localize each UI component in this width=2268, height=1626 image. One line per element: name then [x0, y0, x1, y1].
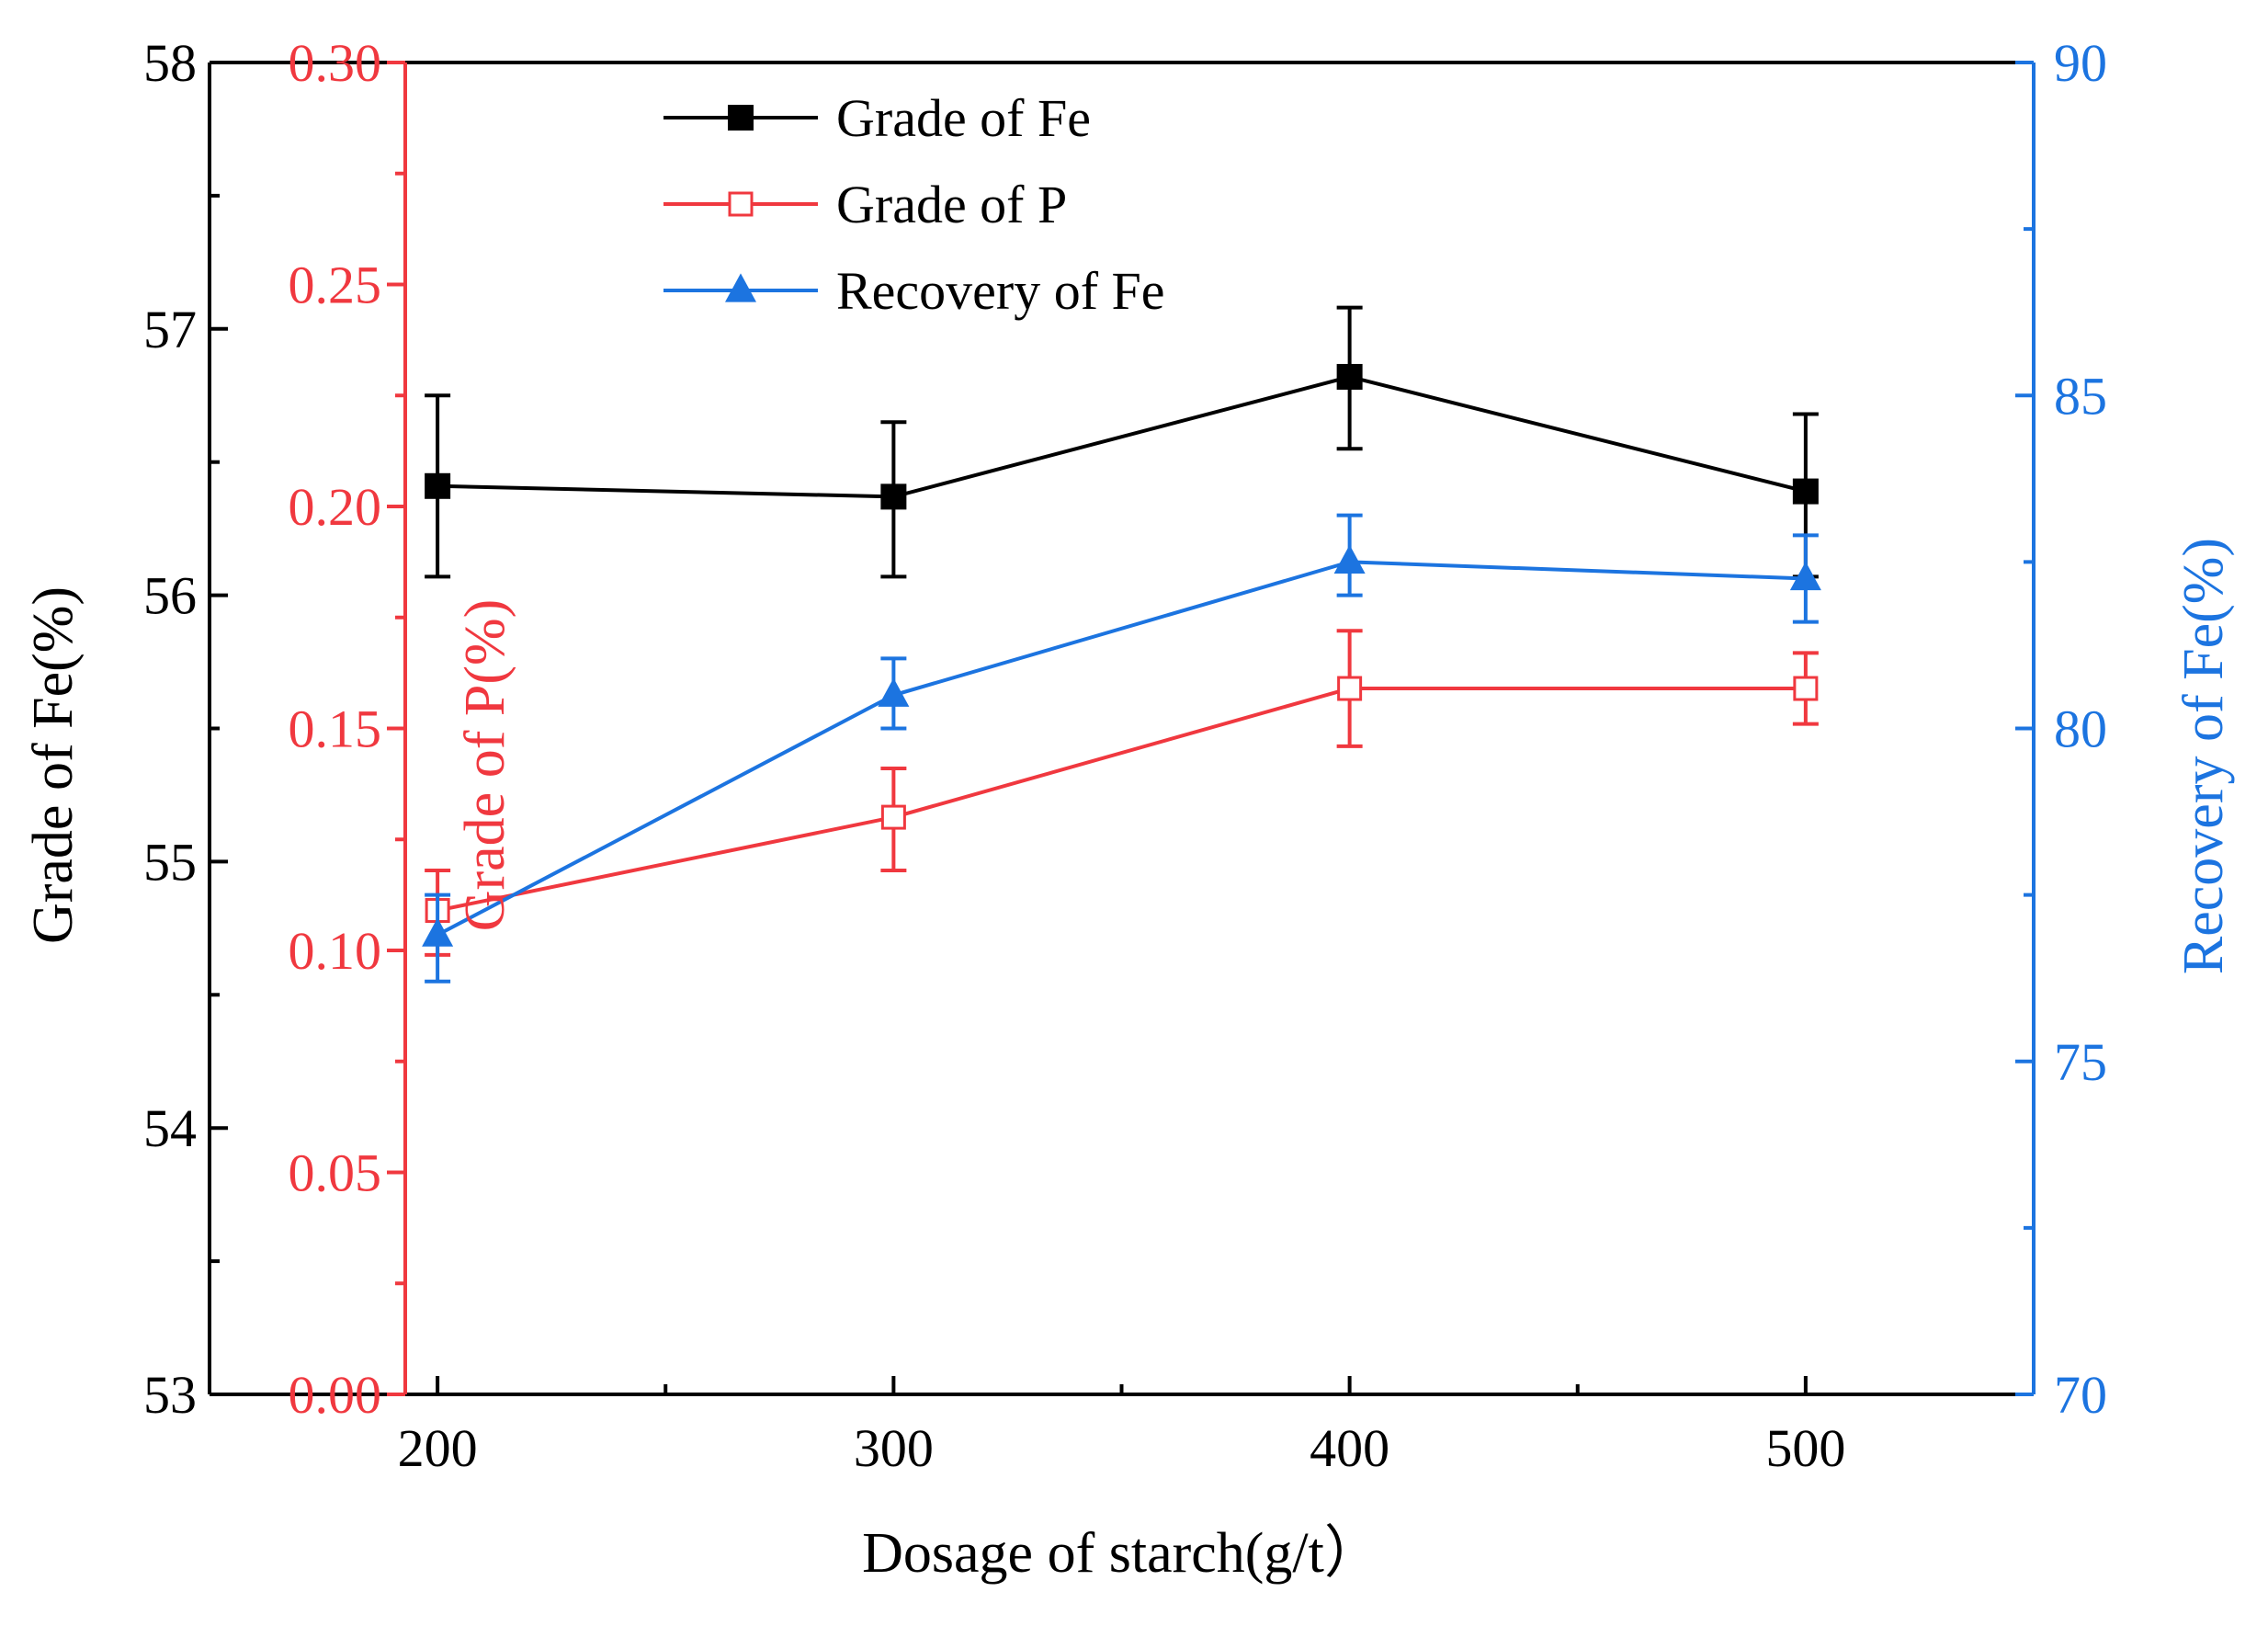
x-tick-label: 300 — [854, 1418, 934, 1478]
legend-item-fe_grade: Grade of Fe — [663, 88, 1091, 148]
series-fe_recovery — [422, 513, 1821, 984]
series-fe_grade — [425, 305, 1819, 579]
y-tick-label-fe-recovery: 75 — [2054, 1032, 2107, 1092]
y-axis-title-fe-grade: Grade of Fe(%) — [22, 586, 85, 944]
x-tick-label: 500 — [1765, 1418, 1845, 1478]
axes-group: 200 300 400 500 53 54 55 56 57 58 0.00 0.05 0.10 0.15… — [143, 33, 2107, 1478]
series-line-fe_grade — [437, 374, 1807, 499]
y-tick-label-fe-recovery: 85 — [2054, 366, 2107, 426]
y-tick-label-p-grade: 0.15 — [289, 699, 382, 759]
series-line-p_grade — [437, 687, 1806, 913]
y-tick-label-fe-grade: 58 — [143, 33, 197, 93]
data-point-fe_recovery — [1789, 561, 1821, 591]
series-p_grade — [425, 629, 1819, 957]
data-point-fe_grade — [880, 483, 907, 510]
data-point-fe_recovery — [1333, 544, 1366, 574]
data-point-p_grade — [880, 804, 906, 830]
data-point-fe_grade — [1792, 478, 1819, 505]
y-tick-label-p-grade: 0.30 — [289, 33, 382, 93]
data-point-fe_recovery — [422, 917, 454, 947]
legend-label: Grade of Fe — [836, 88, 1091, 148]
legend-item-p_grade: Grade of P — [663, 175, 1067, 234]
x-tick-label: 400 — [1310, 1418, 1389, 1478]
x-axis-title: Dosage of starch(g/t） — [862, 1522, 1381, 1585]
legend-label: Recovery of Fe — [836, 261, 1165, 321]
y-tick-label-p-grade: 0.00 — [289, 1365, 382, 1425]
data-point-fe_grade — [1336, 363, 1363, 390]
y-axis-title-fe-recovery: Recovery of Fe(%) — [2172, 538, 2235, 974]
y-tick-label-p-grade: 0.25 — [289, 256, 382, 315]
legend-marker — [725, 273, 756, 302]
y-tick-label-p-grade: 0.20 — [289, 477, 382, 537]
data-point-p_grade — [1337, 676, 1363, 701]
y-axis-title-p-grade: Grade of P(%) — [454, 599, 516, 932]
series-group — [422, 305, 1821, 984]
y-tick-label-fe-recovery: 80 — [2054, 699, 2107, 759]
series-line-fe_recovery — [437, 560, 1806, 937]
y-tick-label-fe-grade: 55 — [143, 832, 197, 892]
legend-label: Grade of P — [836, 175, 1067, 234]
data-point-fe_recovery — [878, 677, 910, 707]
legend-item-fe_recovery: Recovery of Fe — [663, 261, 1165, 321]
y-tick-label-fe-grade: 54 — [143, 1098, 197, 1158]
y-tick-label-fe-grade: 57 — [143, 300, 197, 359]
x-tick-label: 200 — [398, 1418, 478, 1478]
legend: Grade of Fe Grade of P Recovery of Fe — [663, 88, 1165, 321]
data-point-fe_grade — [425, 472, 451, 499]
y-tick-label-fe-grade: 53 — [143, 1365, 197, 1425]
y-tick-label-fe-grade: 56 — [143, 566, 197, 626]
y-tick-label-fe-recovery: 90 — [2054, 33, 2107, 93]
y-tick-label-p-grade: 0.10 — [289, 921, 382, 981]
data-point-p_grade — [1793, 676, 1819, 701]
y-tick-label-p-grade: 0.05 — [289, 1143, 382, 1203]
legend-marker — [728, 191, 754, 217]
y-tick-label-fe-recovery: 70 — [2054, 1365, 2107, 1425]
legend-marker — [728, 105, 754, 131]
